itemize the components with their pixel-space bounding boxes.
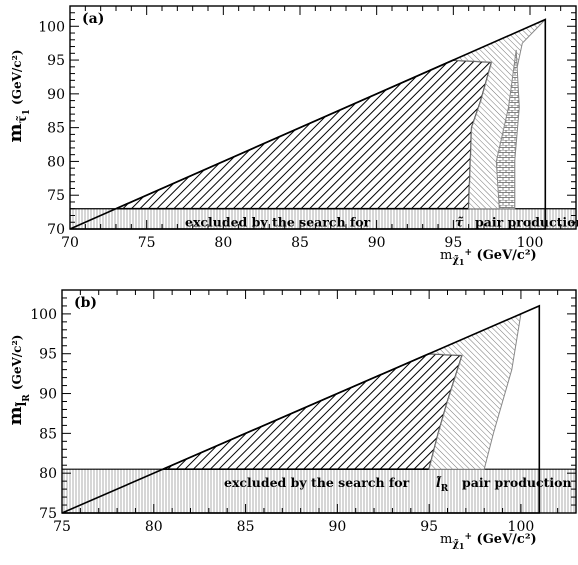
- x-tick-label: 85: [237, 519, 255, 535]
- region-brick-2: [495, 49, 520, 210]
- x-tick-label: 95: [444, 235, 462, 251]
- band-symbol: τ̃: [455, 215, 464, 230]
- x-tick-label: 90: [368, 235, 386, 251]
- y-tick-label: 95: [47, 53, 65, 69]
- region-light-hatch-1: [428, 313, 522, 470]
- y-tick-label: 85: [39, 426, 57, 442]
- plot-frame: [69, 5, 577, 230]
- y-axis-label: mτ̃1 (GeV/c²): [5, 49, 32, 142]
- region-dense-hatch-0: [115, 59, 493, 210]
- panel-b: excluded by the search for l̃R pair produc…: [5, 289, 577, 551]
- panel-a: excluded by the search for τ̃ pair product…: [5, 5, 578, 267]
- x-tick-label: 85: [291, 235, 309, 251]
- y-tick-label: 70: [47, 222, 65, 238]
- y-tick-label: 95: [39, 347, 57, 363]
- band-label: excluded by the search for: [185, 215, 371, 230]
- y-tick-label: 80: [39, 466, 57, 482]
- y-tick-label: 100: [30, 307, 57, 323]
- y-tick-label: 85: [47, 121, 65, 137]
- x-tick-label: 100: [508, 519, 535, 535]
- y-tick-label: 100: [38, 19, 65, 35]
- y-tick-label: 75: [39, 506, 57, 522]
- excluded-band: [70, 208, 576, 229]
- x-tick-label: 75: [53, 519, 71, 535]
- y-tick-label: 90: [39, 387, 57, 403]
- x-tick-label: 80: [145, 519, 163, 535]
- band-label-after: pair production: [462, 475, 572, 490]
- x-axis-label: mχ̃1+ (GeV/c²): [440, 532, 537, 551]
- x-tick-label: 100: [517, 235, 544, 251]
- y-tick-label: 75: [47, 188, 65, 204]
- band-label: excluded by the search for: [224, 475, 410, 490]
- x-tick-label: 75: [138, 235, 156, 251]
- x-axis-label: mχ̃1+ (GeV/c²): [440, 248, 537, 267]
- x-tick-label: 80: [214, 235, 232, 251]
- y-axis-label: ml̃R (GeV/c²): [5, 335, 32, 426]
- x-tick-label: 90: [328, 519, 346, 535]
- x-tick-label: 95: [420, 519, 438, 535]
- y-tick-label: 80: [47, 154, 65, 170]
- band-symbol: l̃R: [436, 475, 449, 494]
- region-dense-hatch-0: [162, 352, 464, 471]
- x-tick-label: 70: [61, 235, 79, 251]
- band-label-after: pair production: [475, 215, 578, 230]
- y-tick-label: 90: [47, 87, 65, 103]
- panel-label: (a): [82, 11, 104, 27]
- panel-label: (b): [74, 295, 97, 311]
